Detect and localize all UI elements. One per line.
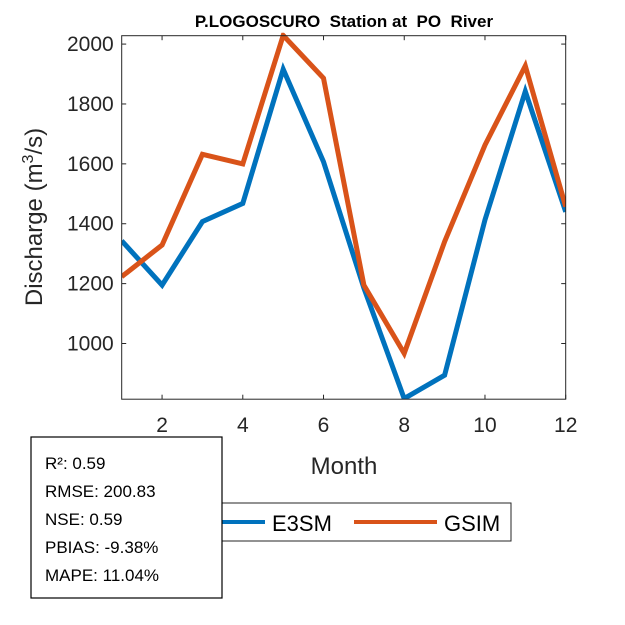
x-tick-label: 8	[398, 414, 410, 437]
stat-rmse: RMSE: 200.83	[45, 482, 156, 501]
x-tick-label: 6	[318, 414, 330, 437]
y-tick-label: 1600	[67, 153, 114, 176]
legend: E3SM GSIM	[169, 502, 512, 542]
x-tick-label: 4	[237, 414, 249, 437]
y-tick-label: 1400	[67, 213, 114, 236]
y-tick-label: 2000	[67, 33, 114, 56]
legend-label-e3sm: E3SM	[272, 511, 332, 536]
y-axis-label: Discharge (m3/s)	[20, 128, 48, 306]
stats-box-frame	[30, 436, 223, 599]
series-line-e3sm	[121, 61, 566, 400]
series-lines	[121, 32, 566, 400]
y-tick-label: 1200	[67, 273, 114, 296]
stat-nse: NSE: 0.59	[45, 510, 123, 529]
series-line-gsim	[121, 32, 566, 360]
y-tick-label: 1000	[67, 333, 114, 356]
stat-mape: MAPE: 11.04%	[45, 566, 159, 585]
x-tick-labels: 2 4 6 8 10 12	[156, 414, 577, 437]
stat-pbias: PBIAS: -9.38%	[45, 538, 158, 557]
x-axis-label: Month	[311, 453, 378, 480]
axes-box	[121, 35, 567, 400]
y-tick-labels: 1000 1200 1400 1600 1800 2000	[67, 33, 114, 355]
y-tick-label: 1800	[67, 93, 114, 116]
x-tick-label: 12	[554, 414, 577, 437]
legend-label-gsim: GSIM	[444, 511, 500, 536]
x-tick-label: 2	[156, 414, 168, 437]
stat-r2: R²: 0.59	[45, 454, 105, 473]
chart-title: P.LOGOSCURO Station at PO River	[195, 12, 494, 31]
x-tick-label: 10	[473, 414, 496, 437]
stats-box: R²: 0.59 RMSE: 200.83 NSE: 0.59 PBIAS: -…	[30, 436, 223, 599]
